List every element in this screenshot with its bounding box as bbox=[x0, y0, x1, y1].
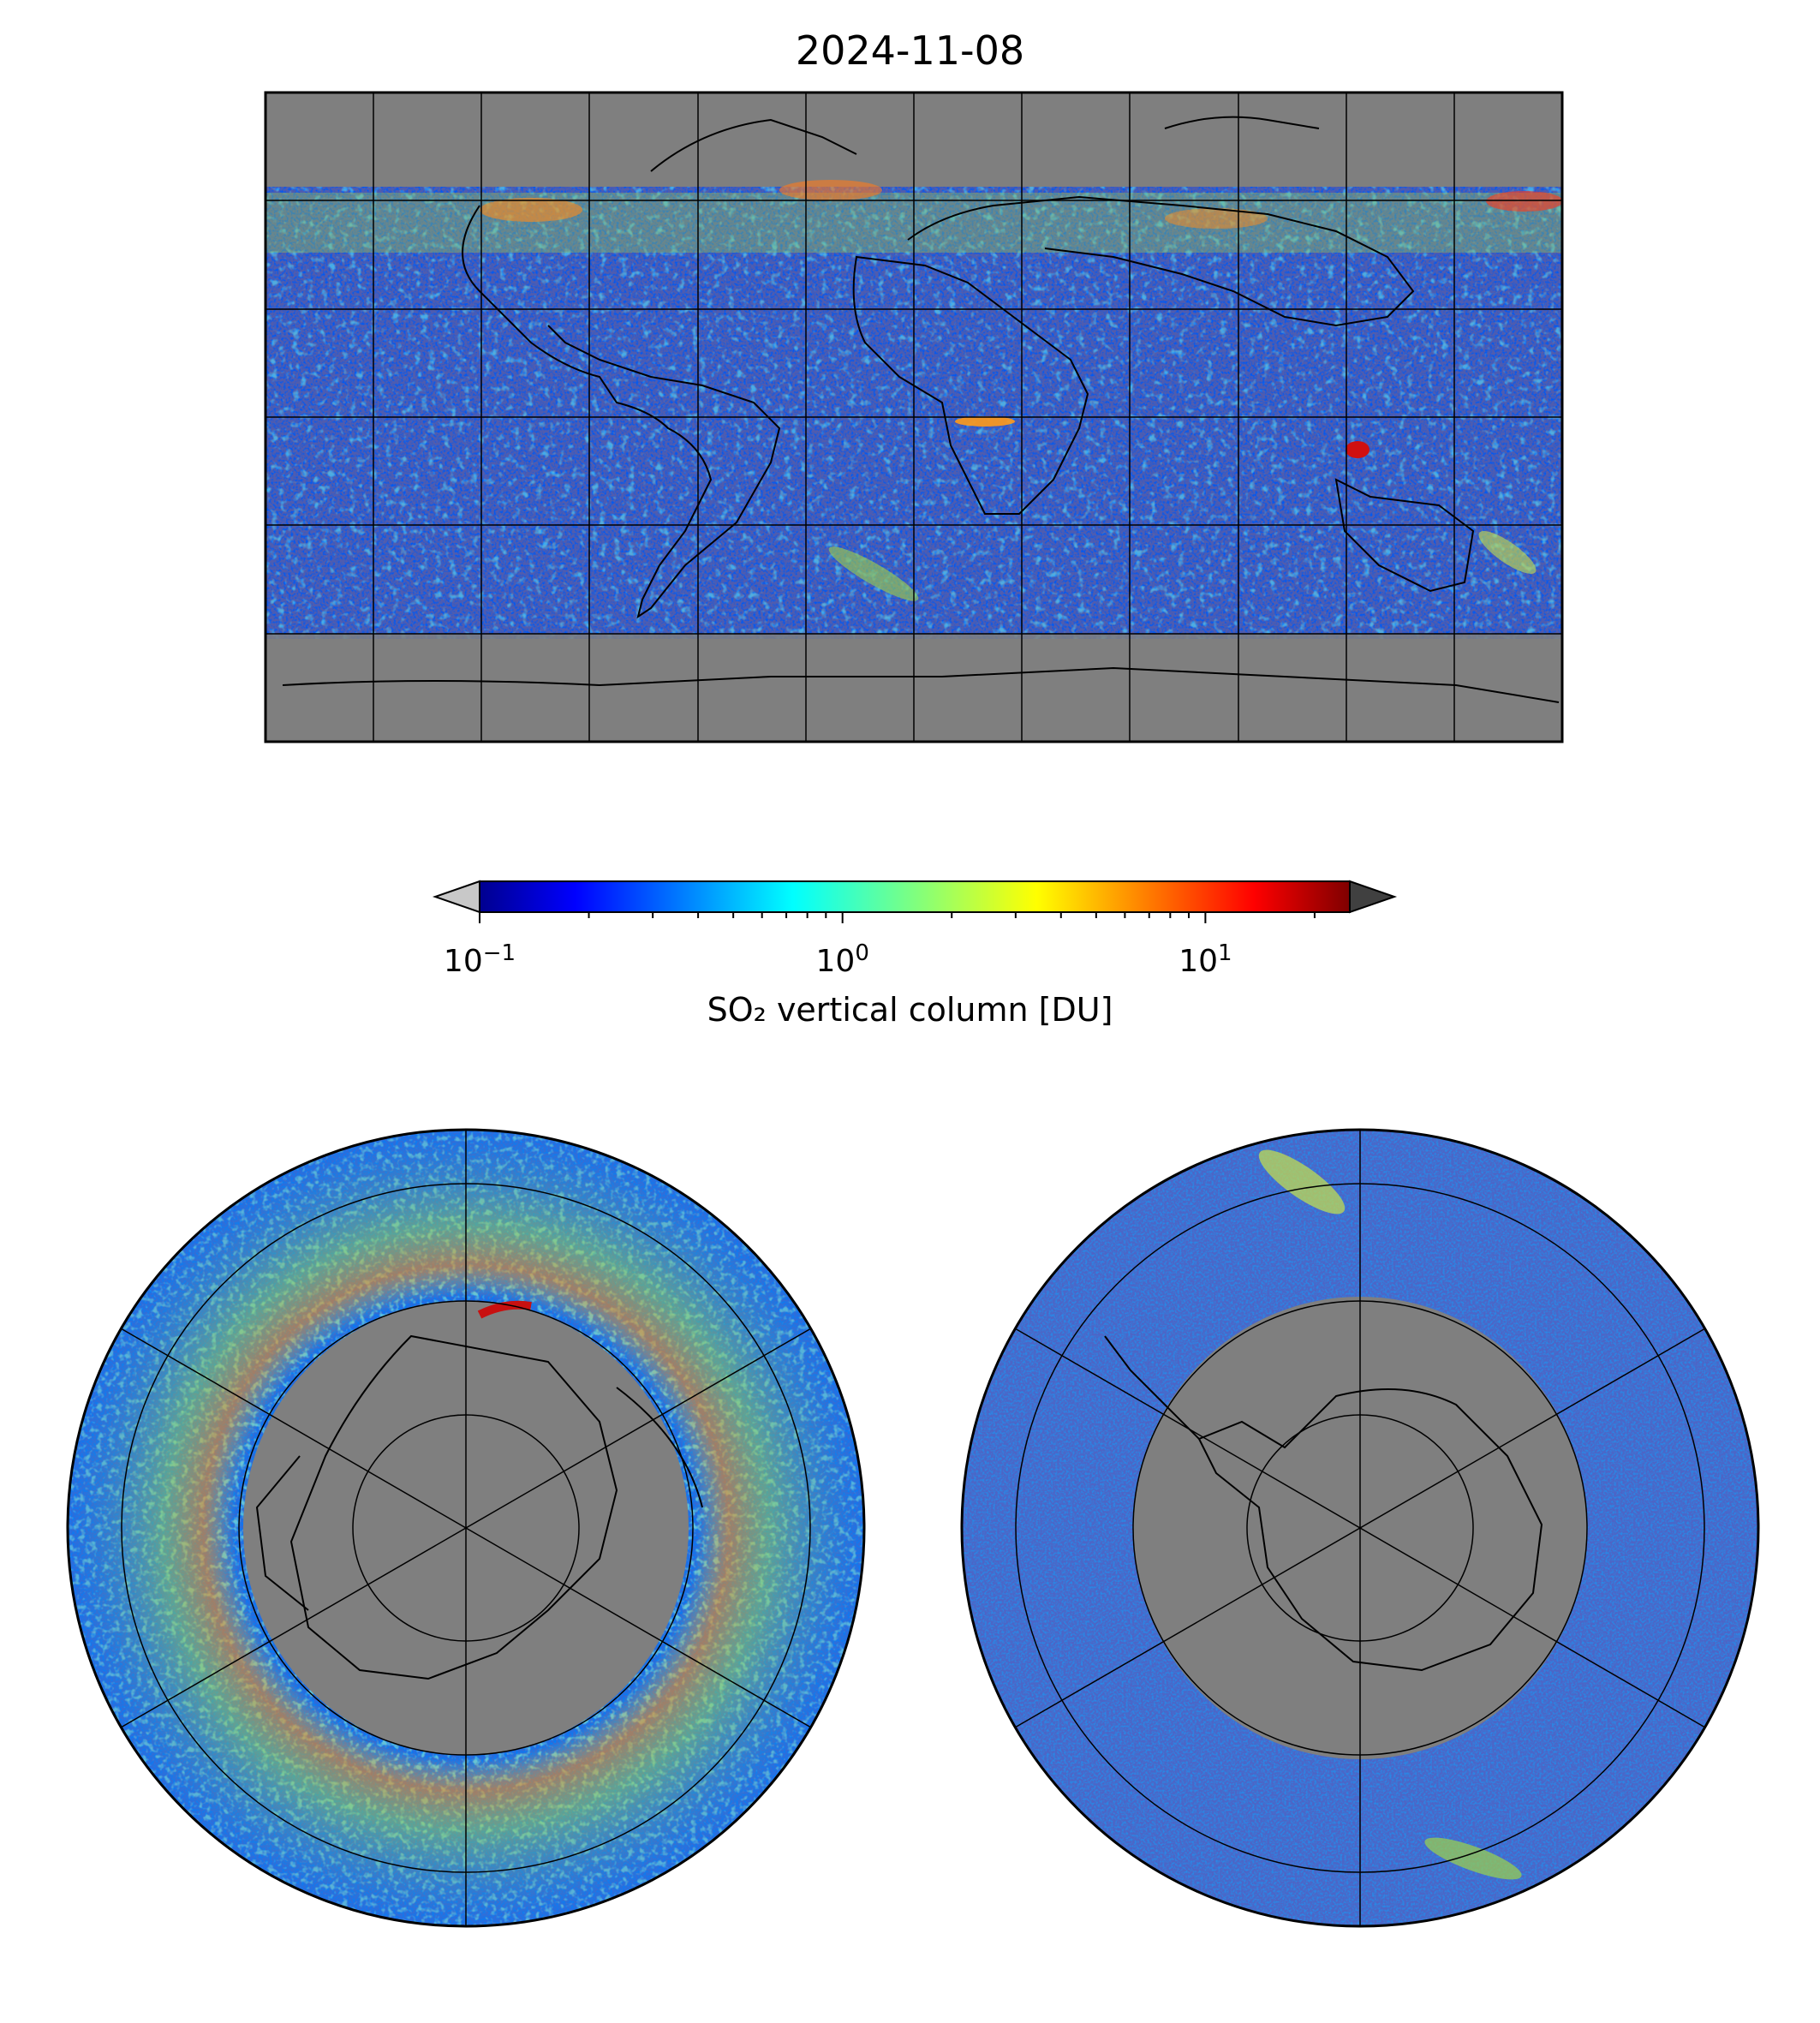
colorbar-gradient bbox=[480, 881, 1350, 912]
north-coastlines bbox=[255, 1334, 703, 1680]
south-graticule bbox=[1014, 1130, 1706, 1926]
graticule bbox=[266, 92, 1562, 742]
coastlines bbox=[282, 116, 1560, 703]
north-graticule bbox=[120, 1130, 812, 1926]
colorbar-ticks bbox=[479, 912, 1316, 923]
colorbar-label: SO₂ vertical column [DU] bbox=[707, 991, 1113, 1029]
south-coastlines bbox=[1104, 1335, 1543, 1672]
colorbar-tick-label: 100 bbox=[815, 940, 869, 979]
colorbar bbox=[432, 880, 1398, 923]
global-map bbox=[264, 91, 1564, 743]
north-polar-map bbox=[66, 1128, 866, 1928]
colorbar-tick-label: 10−1 bbox=[443, 940, 516, 979]
colorbar-tick-label: 101 bbox=[1179, 940, 1232, 979]
figure-title: 2024-11-08 bbox=[795, 27, 1025, 74]
south-polar-map bbox=[960, 1128, 1760, 1928]
